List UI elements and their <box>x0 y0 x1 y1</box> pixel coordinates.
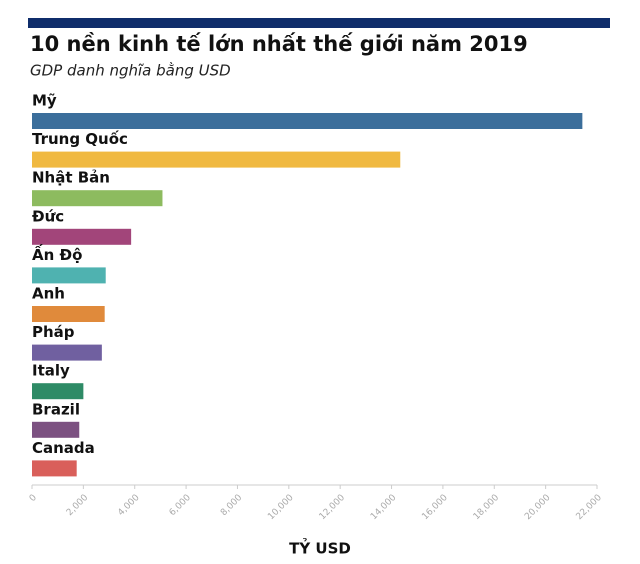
top-band <box>28 18 610 28</box>
bar <box>32 460 77 477</box>
category-label: Ấn Độ <box>32 243 82 264</box>
x-tick-label: 2,000 <box>65 493 90 518</box>
bar <box>32 421 80 438</box>
x-tick-label: 16,000 <box>420 493 450 523</box>
category-label: Canada <box>32 439 95 457</box>
x-tick-label: 8,000 <box>219 493 244 518</box>
bar <box>32 190 163 207</box>
bar <box>32 383 84 400</box>
x-tick-label: 12,000 <box>318 493 348 523</box>
bar <box>32 306 105 322</box>
x-axis-label: TỶ USD <box>289 537 351 558</box>
bar <box>32 267 106 284</box>
category-label: Đức <box>32 207 64 225</box>
chart-subtitle: GDP danh nghĩa bằng USD <box>30 62 231 80</box>
category-label: Brazil <box>32 400 80 418</box>
category-label: Anh <box>32 285 65 303</box>
bar <box>32 344 102 361</box>
x-tick-label: 0 <box>28 493 39 504</box>
bar <box>32 113 583 129</box>
x-tick-label: 4,000 <box>116 493 141 518</box>
x-tick-label: 6,000 <box>168 493 193 518</box>
x-tick-label: 18,000 <box>472 493 502 523</box>
category-label: Trung Quốc <box>32 129 128 148</box>
bar <box>32 228 132 245</box>
x-tick-label: 20,000 <box>523 493 553 523</box>
category-label: Italy <box>32 362 70 380</box>
category-label: Mỹ <box>32 92 57 110</box>
x-tick-label: 22,000 <box>575 493 605 523</box>
x-tick-label: 10,000 <box>266 493 296 523</box>
bar <box>32 151 401 168</box>
category-label: Nhật Bản <box>32 169 110 187</box>
category-label: Pháp <box>32 323 75 341</box>
chart-title: 10 nền kinh tế lớn nhất thế giới năm 201… <box>30 32 528 56</box>
x-tick-label: 14,000 <box>369 493 399 523</box>
